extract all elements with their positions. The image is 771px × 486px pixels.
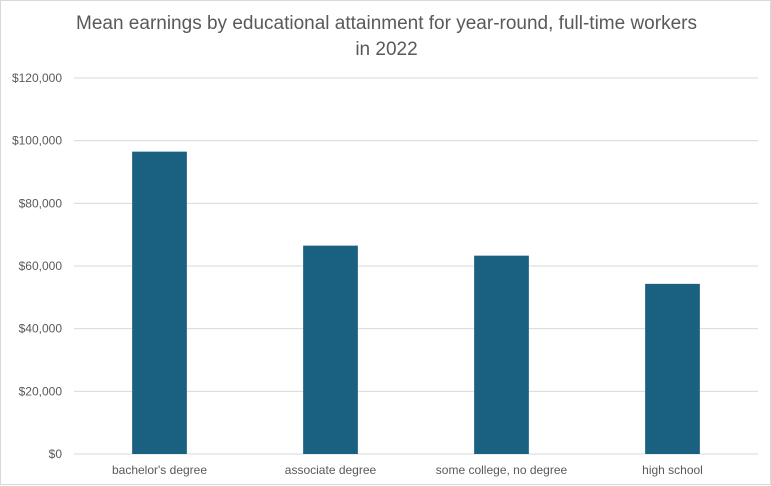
chart-title: Mean earnings by educational attainment … [1,11,771,63]
x-tick-label: high school [642,463,703,477]
x-tick-label: bachelor's degree [112,463,207,477]
y-tick-label: $0 [49,447,63,461]
y-tick-label: $60,000 [19,259,63,273]
y-tick-label: $120,000 [12,71,62,85]
y-tick-label: $100,000 [12,134,62,148]
bar [645,283,700,454]
bar [474,255,529,454]
y-tick-label: $80,000 [19,196,63,210]
y-tick-label: $20,000 [19,384,63,398]
x-tick-label: associate degree [285,463,377,477]
chart-title-line-2: in 2022 [355,39,418,60]
chart-title-line-1: Mean earnings by educational attainment … [76,13,697,34]
y-tick-label: $40,000 [19,322,63,336]
bar [132,151,187,454]
bar [303,245,358,454]
x-tick-label: some college, no degree [436,463,568,477]
